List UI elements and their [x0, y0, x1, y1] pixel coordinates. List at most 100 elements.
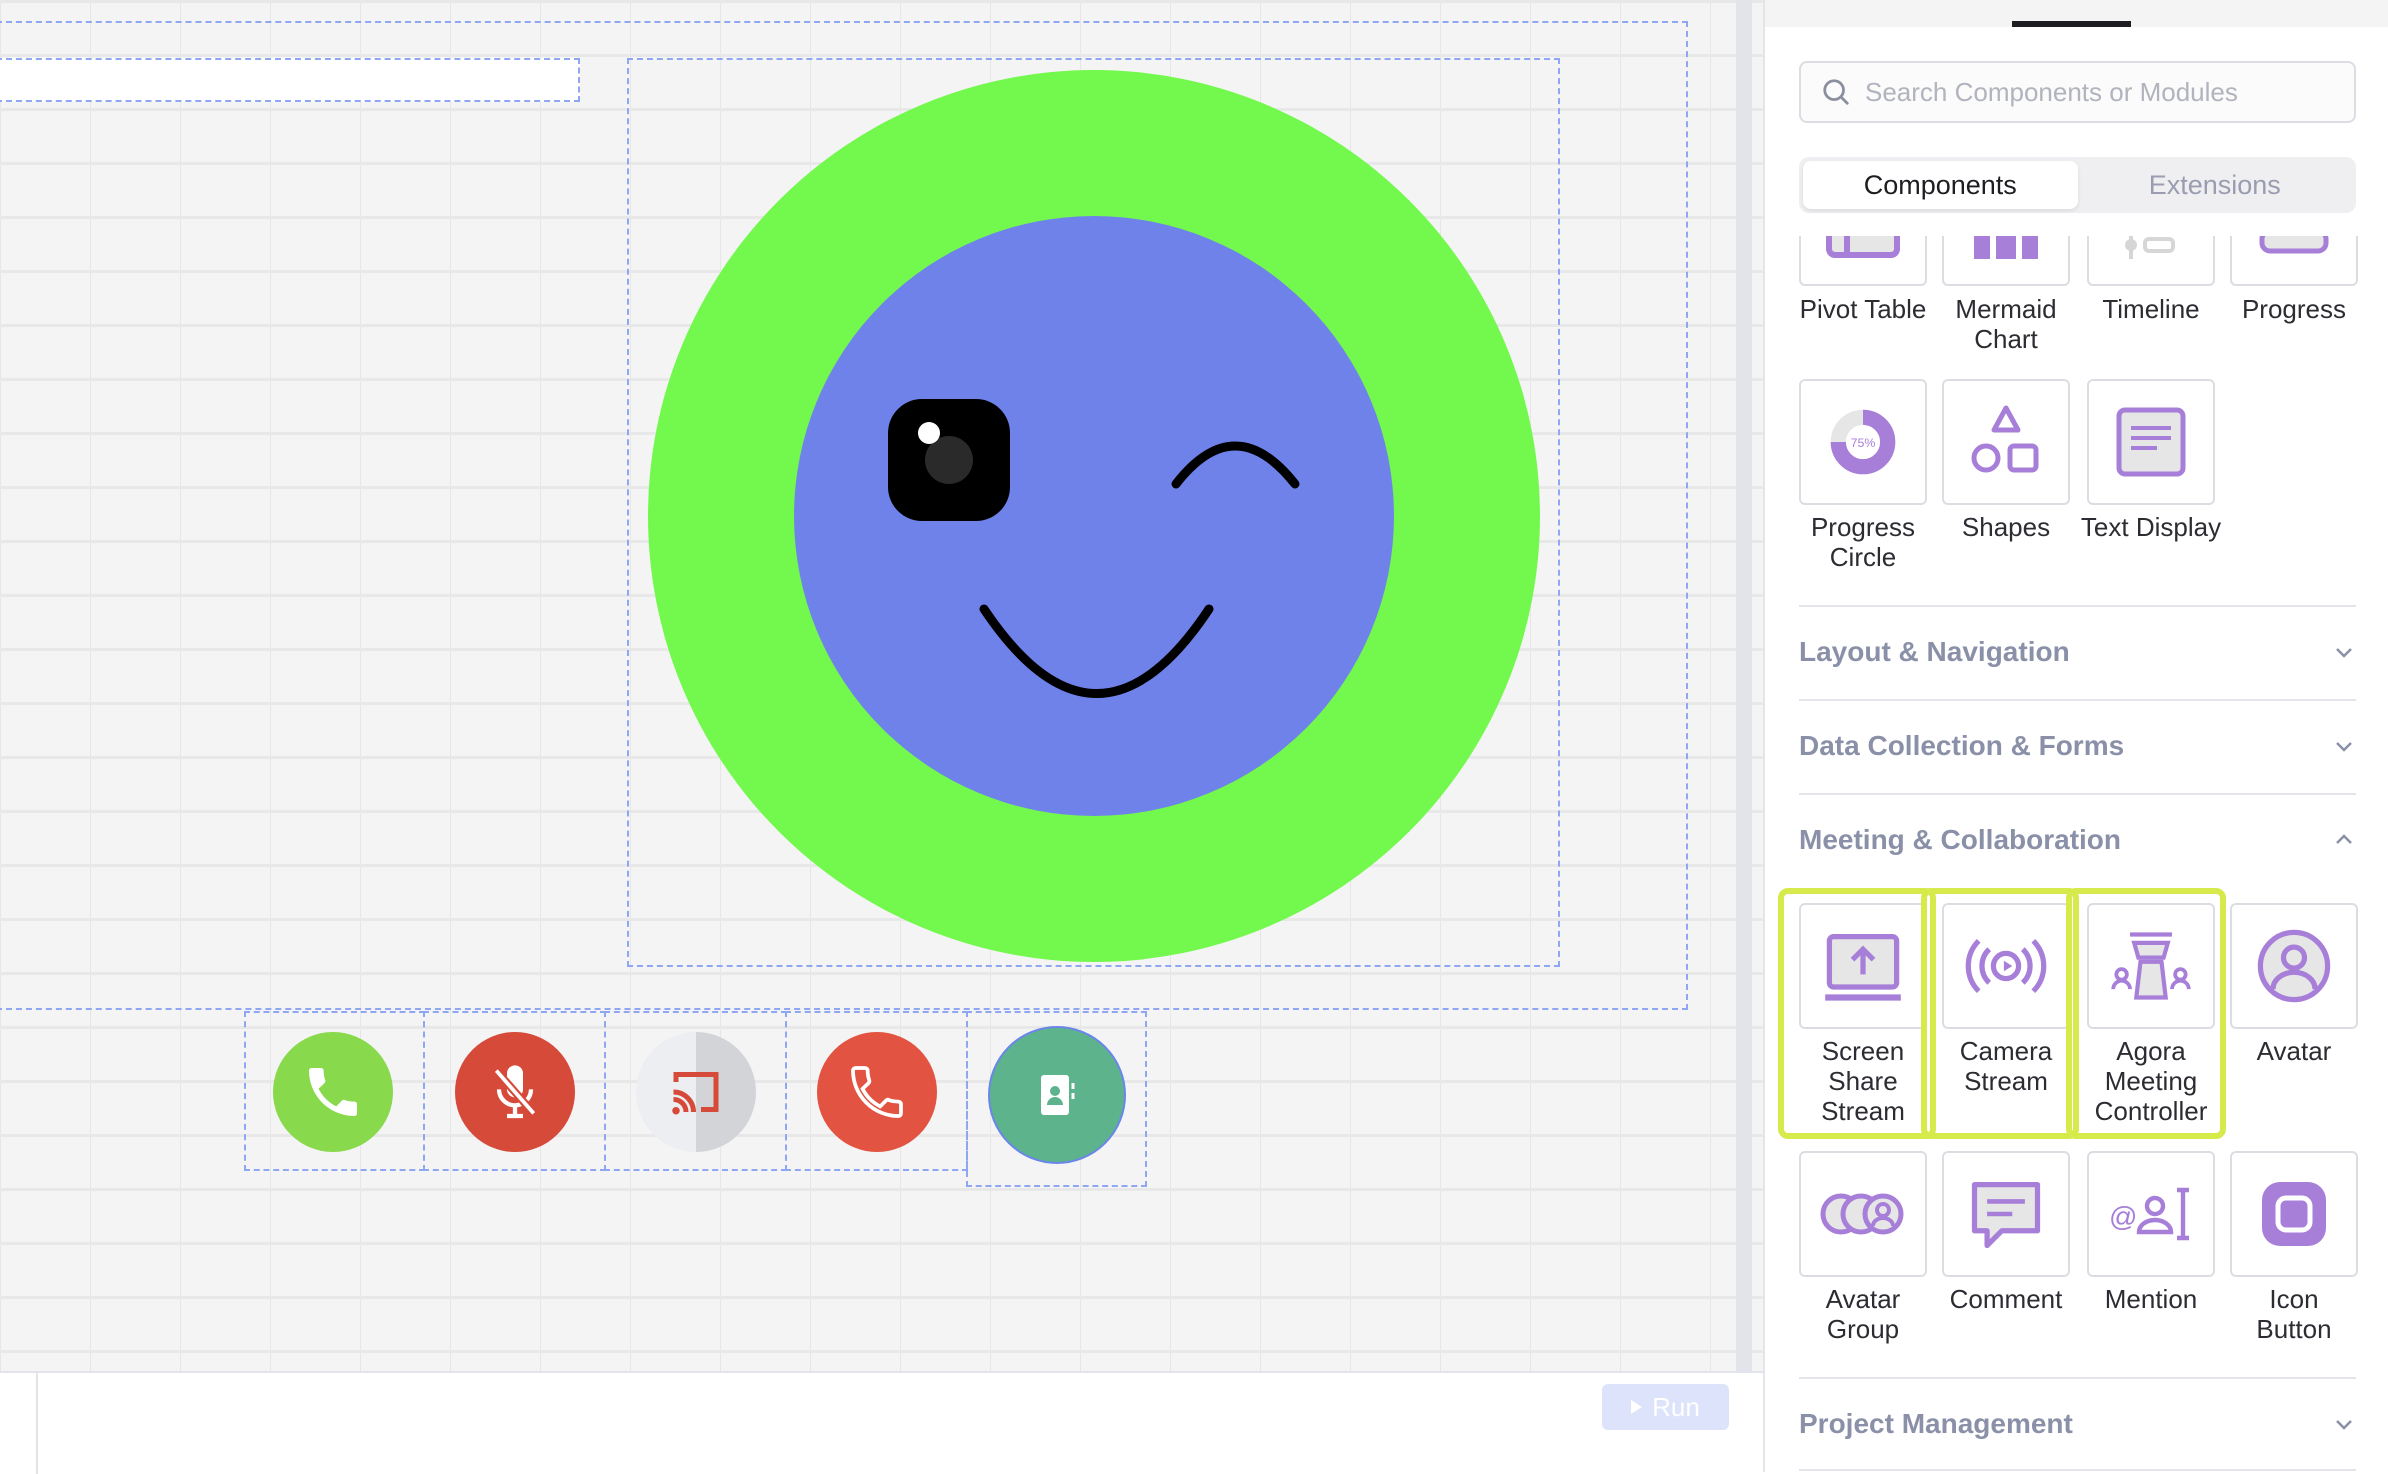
label-pivot-table: Pivot Table: [1799, 294, 1927, 324]
clipped-row: [1765, 236, 2388, 288]
tab-components[interactable]: Components: [1803, 161, 2078, 209]
tile-icon-button[interactable]: [2230, 1151, 2358, 1277]
divider: [1799, 605, 2356, 607]
highlight-meeting-controller: [2066, 888, 2226, 1139]
run-label: Run: [1652, 1391, 1700, 1422]
highlight-camera-stream: [1921, 888, 2079, 1139]
screen-share-icon: [1825, 933, 1901, 1001]
section-project-management[interactable]: Project Management: [1799, 1377, 2356, 1471]
pivot-table-icon: [1826, 236, 1900, 258]
shapes-icon: [1971, 405, 2039, 473]
section-label: Data Collection & Forms: [1799, 730, 2125, 761]
label-shapes: Shapes: [1961, 512, 2051, 542]
tile-mention[interactable]: @: [2087, 1151, 2215, 1277]
contacts-frame[interactable]: [966, 1011, 1147, 1187]
divider: [1799, 699, 2356, 701]
tile-comment[interactable]: [1942, 1151, 2070, 1277]
section-data-collection-forms[interactable]: Data Collection & Forms: [1799, 699, 2356, 793]
tile-camera-stream[interactable]: [1942, 903, 2070, 1029]
divider: [36, 1373, 38, 1474]
accept-call-button[interactable]: [273, 1032, 393, 1152]
divider: [1799, 1377, 2356, 1379]
tab-extensions[interactable]: Extensions: [2148, 169, 2281, 200]
chevron-down-icon: [2336, 1420, 2352, 1430]
label-progress-circle: Progress Circle: [1810, 512, 1916, 572]
container-frame[interactable]: [0, 21, 1688, 1010]
tile-text-display[interactable]: [2087, 379, 2215, 505]
label-camera-stream: Camera Stream: [1959, 1036, 2053, 1096]
label-timeline: Timeline: [2102, 294, 2200, 324]
end-call-button[interactable]: [817, 1032, 937, 1152]
section-layout-navigation[interactable]: Layout & Navigation: [1799, 605, 2356, 699]
label-mention: Mention: [2104, 1284, 2198, 1314]
label-icon-button: Icon Button: [2256, 1284, 2332, 1344]
active-tab-indicator[interactable]: [2012, 21, 2131, 27]
meeting-controller-icon: [2111, 932, 2191, 1000]
tile-avatar-group[interactable]: [1799, 1151, 1927, 1277]
tile-screen-share-stream[interactable]: [1799, 903, 1927, 1029]
divider: [1799, 1469, 2356, 1471]
camera-stream-icon: [1965, 938, 2047, 994]
label-screen-share-stream: Screen Share Stream: [1821, 1036, 1905, 1126]
label-avatar: Avatar: [2256, 1036, 2332, 1066]
label-agora-meeting-controller: Agora Meeting Controller: [2094, 1036, 2208, 1126]
chevron-up-icon: [2336, 834, 2352, 844]
text-display-icon: [2116, 407, 2186, 477]
tile-shapes[interactable]: [1942, 379, 2070, 505]
tile-mermaid-chart[interactable]: [1942, 236, 2070, 286]
section-label: Project Management: [1799, 1408, 2073, 1439]
section-label: Meeting & Collaboration: [1799, 824, 2121, 855]
progress-circle-icon: 75%: [1830, 409, 1896, 475]
smile-icon: [979, 604, 1214, 698]
search-field[interactable]: [1799, 61, 2356, 123]
screen-cast-button[interactable]: [636, 1032, 756, 1152]
canvas-scrollbar[interactable]: [1736, 0, 1752, 1371]
tile-progress-circle[interactable]: 75%: [1799, 379, 1927, 505]
svg-text:75%: 75%: [1851, 436, 1876, 450]
panel-tabs: [1765, 0, 2388, 27]
mic-off-icon: [493, 1065, 537, 1119]
chevron-down-icon: [2336, 742, 2352, 752]
svg-text:@: @: [2109, 1201, 2137, 1232]
image-component-frame[interactable]: [627, 58, 1560, 967]
divider: [1799, 793, 2356, 795]
phone-icon: [851, 1066, 903, 1118]
tile-avatar[interactable]: [2230, 903, 2358, 1029]
tile-timeline[interactable]: [2087, 236, 2215, 286]
components-panel: Components Extensions Pivot Table Mermai…: [1763, 0, 2388, 1472]
timeline-icon: [2125, 236, 2175, 259]
label-text-display: Text Display: [2080, 512, 2222, 542]
search-input[interactable]: [1865, 76, 2345, 108]
panel-segment-control: Components Extensions: [1799, 157, 2356, 213]
progress-icon: [2259, 236, 2329, 254]
section-label: Layout & Navigation: [1799, 636, 2070, 667]
search-icon: [1823, 79, 1849, 105]
design-canvas[interactable]: [0, 0, 1763, 1371]
run-button[interactable]: Run: [1602, 1384, 1729, 1430]
tile-agora-meeting-controller[interactable]: [2087, 903, 2215, 1029]
mention-icon: @: [2109, 1187, 2189, 1241]
label-comment: Comment: [1949, 1284, 2063, 1314]
contacts-button[interactable]: [988, 1026, 1126, 1164]
label-mermaid-chart: Mermaid Chart: [1955, 294, 2057, 354]
cast-icon: [672, 1072, 719, 1115]
tile-pivot-table[interactable]: [1799, 236, 1927, 286]
phone-icon: [309, 1068, 357, 1116]
section-meeting-collaboration[interactable]: Meeting & Collaboration: [1799, 793, 2356, 887]
highlight-screen-share: [1778, 888, 1936, 1139]
wink-eye-icon: [1171, 441, 1300, 489]
label-progress: Progress: [2241, 294, 2347, 324]
play-icon: [1631, 1400, 1643, 1414]
bottom-panel: [0, 1371, 1763, 1474]
chevron-down-icon: [2336, 648, 2352, 658]
avatar-icon: [2257, 929, 2331, 1003]
tile-progress[interactable]: [2230, 236, 2358, 286]
mermaid-chart-icon: [1974, 236, 2038, 259]
icon-button-icon: [2262, 1182, 2326, 1246]
comment-icon: [1971, 1181, 2041, 1249]
mute-mic-button[interactable]: [455, 1032, 575, 1152]
label-avatar-group: Avatar Group: [1825, 1284, 1901, 1344]
input-component[interactable]: [0, 58, 580, 102]
wink-face-image: [648, 70, 1540, 962]
contact-book-icon: [1041, 1075, 1075, 1115]
